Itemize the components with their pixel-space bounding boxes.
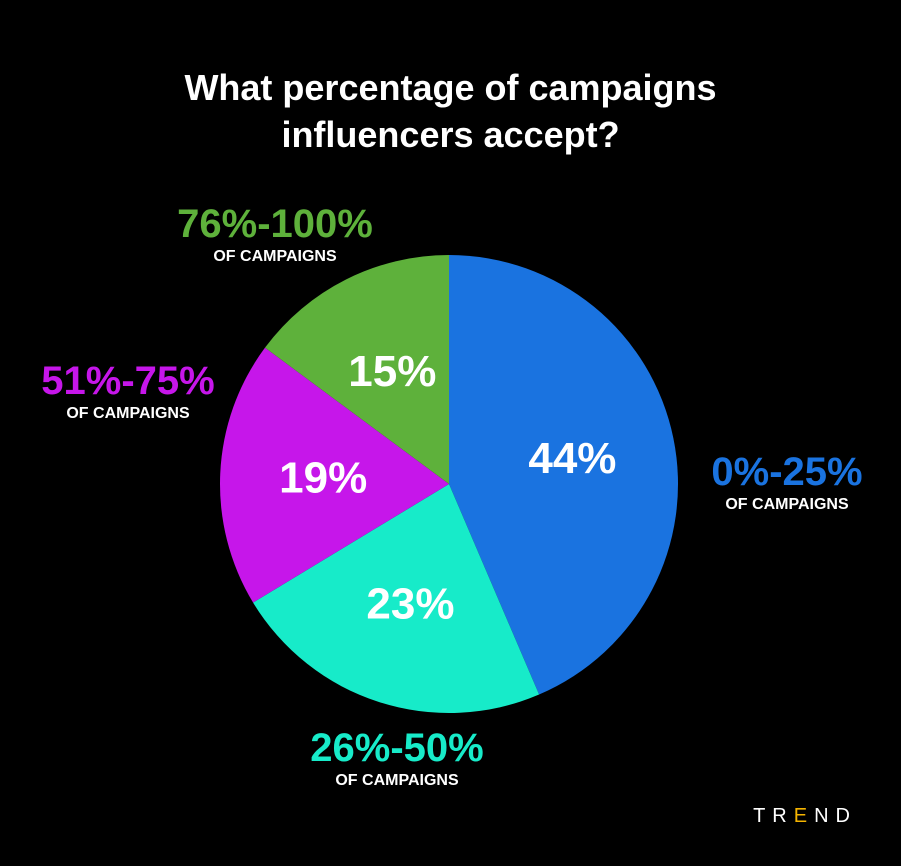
trend-logo: TREND xyxy=(753,805,857,827)
pie-slices xyxy=(219,255,679,713)
category-range-76-100: 76%-100% xyxy=(177,202,373,246)
category-range-0-25: 0%-25% xyxy=(711,450,863,494)
category-label-0-25: 0%-25% OF CAMPAIGNS xyxy=(657,450,901,515)
category-sublabel-0-25: OF CAMPAIGNS xyxy=(725,496,849,513)
slice-value-label-51-75: 19% xyxy=(279,454,367,503)
slice-value-label-76-100: 15% xyxy=(348,347,436,396)
slice-value-label-26-50: 23% xyxy=(366,579,454,628)
pie-value-labels: 44% 23% 19% 15% xyxy=(279,347,616,628)
pie-slice-51-75 xyxy=(219,347,449,603)
category-sublabel-26-50: OF CAMPAIGNS xyxy=(335,772,459,789)
category-sublabel-51-75: OF CAMPAIGNS xyxy=(66,405,190,422)
category-label-51-75: 51%-75% OF CAMPAIGNS xyxy=(0,359,258,424)
category-range-51-75: 51%-75% xyxy=(41,359,215,403)
slice-value-label-0-25: 44% xyxy=(528,434,616,483)
chart-title-line-1: What percentage of campaigns xyxy=(184,67,717,108)
chart-title-line-2: influencers accept? xyxy=(281,114,620,155)
category-range-26-50: 26%-50% xyxy=(310,726,484,770)
category-label-76-100: 76%-100% OF CAMPAIGNS xyxy=(145,202,405,267)
chart-title: What percentage of campaigns influencers… xyxy=(0,64,901,158)
category-label-26-50: 26%-50% OF CAMPAIGNS xyxy=(267,726,527,791)
pie-slice-76-100 xyxy=(264,255,449,484)
pie-slice-0-25 xyxy=(449,255,679,695)
pie-slice-26-50 xyxy=(253,484,540,713)
category-sublabel-76-100: OF CAMPAIGNS xyxy=(213,248,337,265)
